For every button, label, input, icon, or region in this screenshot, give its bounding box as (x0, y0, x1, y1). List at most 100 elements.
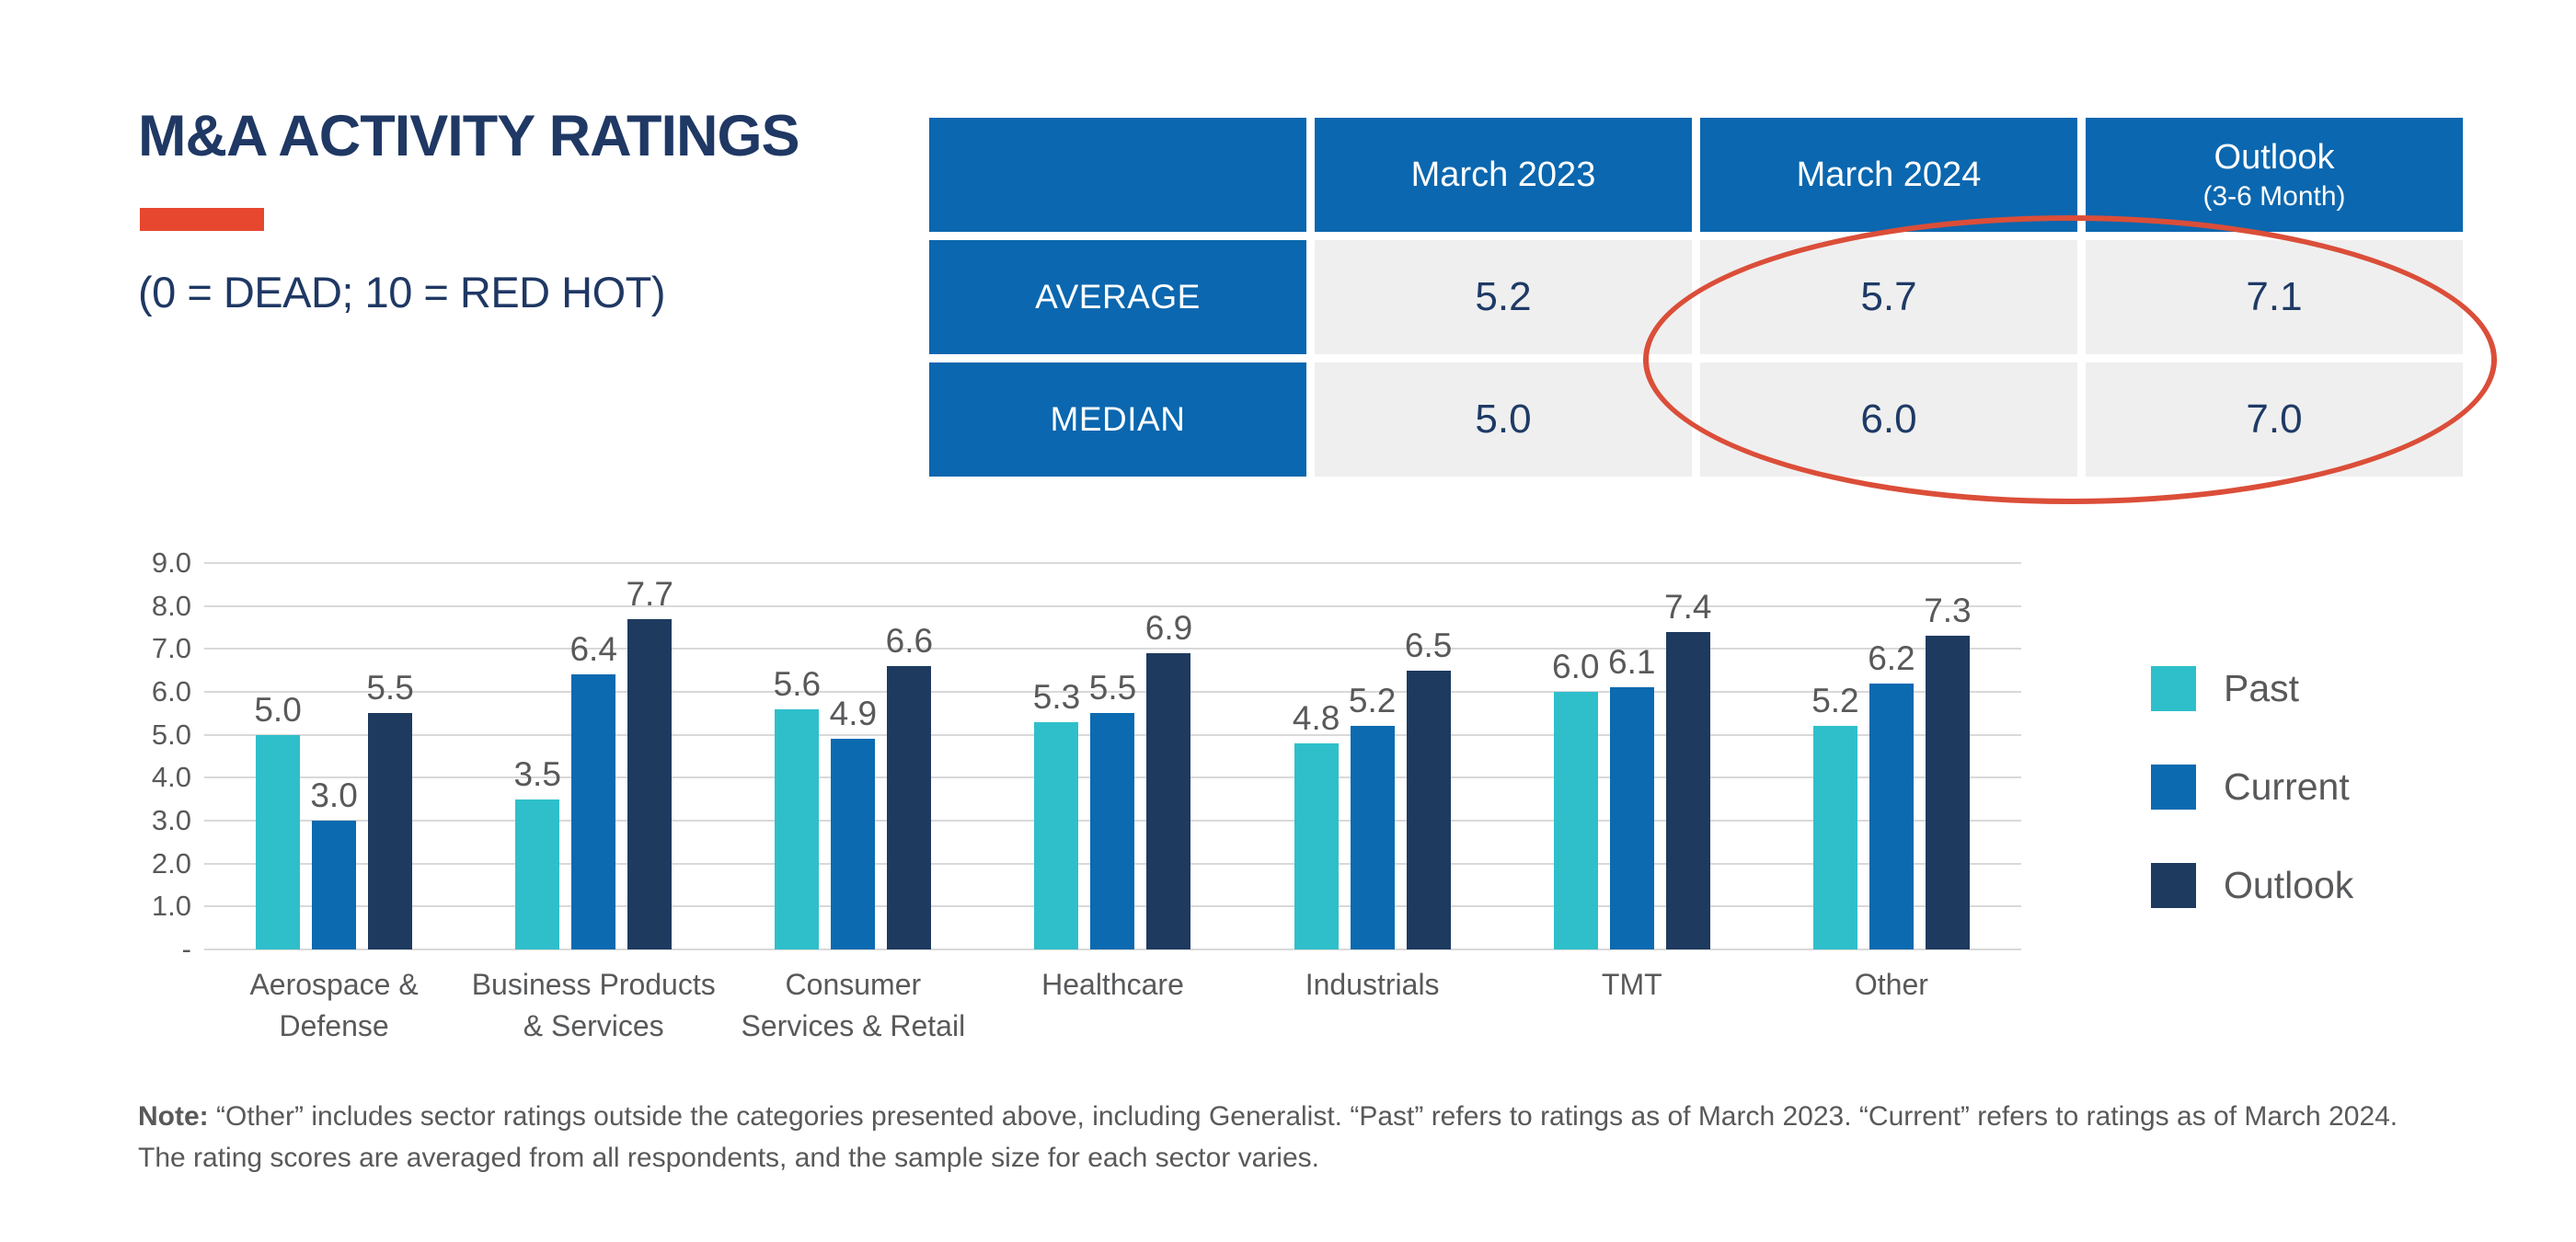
footnote-text-2: The rating scores are averaged from all … (138, 1143, 1319, 1173)
bar-outlook: 6.5 (1405, 627, 1452, 949)
table-value-median-march-2023: 5.0 (1315, 362, 1692, 477)
legend-item-outlook: Outlook (2151, 863, 2353, 908)
page-subtitle: (0 = DEAD; 10 = RED HOT) (138, 268, 666, 316)
bar-outlook: 6.6 (886, 622, 933, 949)
y-tick-label: 3.0 (151, 804, 191, 836)
bar-current: 4.9 (830, 695, 877, 949)
bar-current: 5.2 (1349, 682, 1396, 949)
bar-current: 6.1 (1608, 643, 1655, 949)
bar-value-label: 4.8 (1292, 699, 1340, 737)
bar-value-label: 6.5 (1404, 626, 1453, 664)
x-axis-category-labels: Aerospace & Defense Business Products & S… (204, 964, 2021, 1047)
y-tick-label: 4.0 (151, 761, 191, 794)
y-tick-label: 7.0 (151, 632, 191, 665)
table-row-label-average: AVERAGE (929, 240, 1306, 354)
legend-item-past: Past (2151, 666, 2353, 711)
bar-past: 5.2 (1811, 682, 1859, 949)
bar-group: 5.0 3.0 5.5 (204, 563, 464, 949)
y-tick-label: 6.0 (151, 675, 191, 707)
bar-past: 5.6 (774, 665, 821, 949)
y-tick-label: 5.0 (151, 718, 191, 751)
bar-value-label: 6.2 (1868, 638, 1915, 677)
legend-item-current: Current (2151, 765, 2353, 810)
y-tick-label: 2.0 (151, 846, 191, 880)
bar-past: 4.8 (1293, 699, 1340, 949)
bar-value-label: 5.5 (366, 669, 414, 707)
bar-outlook: 5.5 (366, 669, 414, 949)
bar-value-label: 5.3 (1032, 677, 1081, 716)
bar-value-label: 6.9 (1144, 609, 1193, 647)
y-tick-label: 8.0 (151, 589, 191, 622)
plot-area: 5.0 3.0 5.5 3.5 6.4 7.7 5.6 4.9 6.6 5.3 5.5 6.9 4.8 5… (204, 562, 2021, 950)
bar-value-label: 5.6 (773, 664, 822, 703)
footnote: Note: “Other” includes sector ratings ou… (138, 1096, 2548, 1179)
gridline (204, 604, 2021, 607)
bar-value-label: 6.6 (885, 622, 934, 660)
legend-label: Outlook (2224, 864, 2354, 906)
category-label: Other (1854, 968, 1928, 1001)
bar-value-label: 6.1 (1608, 643, 1656, 682)
bar-value-label: 5.2 (1811, 682, 1859, 720)
bar-past: 6.0 (1552, 648, 1599, 949)
table-header-empty (929, 118, 1306, 232)
table-header-march-2023: March 2023 (1315, 118, 1692, 232)
table-value-average-march-2023: 5.2 (1315, 240, 1692, 354)
chart-legend: Past Current Outlook (2151, 666, 2353, 908)
table-header-outlook-sub: (3-6 Month) (2202, 180, 2346, 212)
gridline (204, 562, 2021, 564)
bar-outlook: 7.4 (1664, 588, 1711, 949)
legend-color-chip (2151, 666, 2196, 711)
category-label: Aerospace & Defense (249, 968, 419, 1042)
bar-current: 3.0 (310, 776, 358, 949)
gridline (204, 949, 2021, 950)
bar-value-label: 5.5 (1088, 669, 1137, 707)
bar-value-label: 7.7 (626, 574, 673, 613)
bar-outlook: 7.7 (626, 575, 673, 949)
bar-value-label: 7.3 (1924, 592, 1972, 630)
category-label: Consumer Services & Retail (741, 968, 966, 1042)
bar-group: 3.5 6.4 7.7 (464, 563, 723, 949)
bar-group: 5.6 4.9 6.6 (723, 563, 983, 949)
bar-value-label: 6.4 (569, 630, 617, 669)
bar-past: 5.0 (254, 691, 302, 949)
y-tick-label: 9.0 (151, 546, 191, 579)
bar-value-label: 5.2 (1348, 682, 1397, 720)
bar-outlook: 6.9 (1145, 609, 1192, 949)
table-row-label-median: MEDIAN (929, 362, 1306, 477)
table-header-march-2024: March 2024 (1700, 118, 2077, 232)
footnote-text-1: “Other” includes sector ratings outside … (216, 1101, 2398, 1132)
bar-value-label: 4.9 (829, 695, 878, 733)
gridline (204, 691, 2021, 693)
bar-current: 5.5 (1089, 669, 1136, 949)
legend-color-chip (2151, 765, 2196, 810)
title-accent-bar (140, 208, 264, 231)
bars-layer: 5.0 3.0 5.5 3.5 6.4 7.7 5.6 4.9 6.6 5.3 5.5 6.9 4.8 5… (204, 563, 2021, 949)
footnote-label: Note: (138, 1101, 209, 1132)
gridline (204, 648, 2021, 650)
bar-value-label: 6.0 (1552, 648, 1600, 685)
bar-value-label: 3.0 (310, 776, 358, 814)
bar-group: 5.3 5.5 6.9 (983, 563, 1242, 949)
category-label: TMT (1601, 968, 1662, 1001)
ratings-bar-chart: 9.0 8.0 7.0 6.0 5.0 4.0 3.0 2.0 1.0 - 5.0 3.0 5.5 3.… (138, 545, 2070, 1115)
bar-current: 6.2 (1868, 639, 1915, 949)
bar-value-label: 3.5 (513, 754, 561, 793)
bar-group: 6.0 6.1 7.4 (1502, 563, 1762, 949)
bar-current: 6.4 (569, 630, 617, 949)
bar-value-label: 5.0 (254, 690, 302, 729)
bar-group: 4.8 5.2 6.5 (1243, 563, 1502, 949)
bar-past: 3.5 (513, 755, 561, 949)
category-label: Healthcare (1041, 968, 1184, 1001)
category-label: Industrials (1305, 968, 1440, 1001)
bar-outlook: 7.3 (1924, 592, 1972, 949)
page-title: M&A ACTIVITY RATINGS (138, 104, 799, 168)
bar-value-label: 7.4 (1664, 587, 1712, 626)
y-tick-label: 1.0 (151, 890, 191, 923)
bar-group: 5.2 6.2 7.3 (1762, 563, 2021, 949)
y-tick-label: - (181, 933, 191, 965)
legend-color-chip (2151, 863, 2196, 908)
legend-label: Past (2224, 667, 2300, 709)
legend-label: Current (2224, 765, 2350, 808)
table-header-outlook: Outlook (3-6 Month) (2086, 118, 2463, 232)
